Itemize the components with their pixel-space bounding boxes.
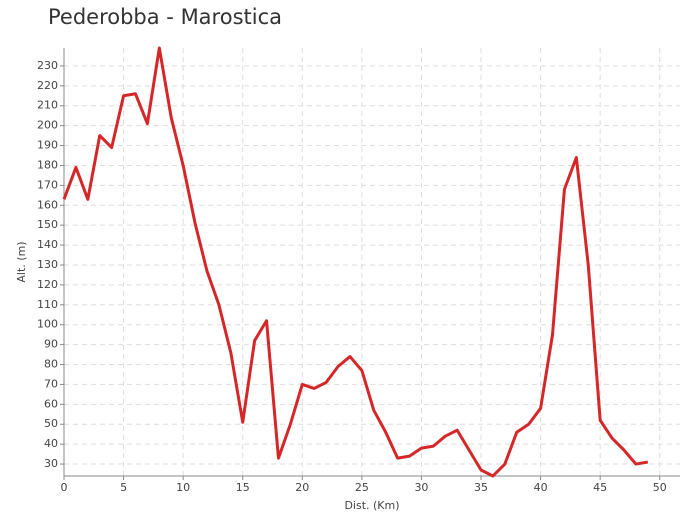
- y-tick-label: 80: [44, 358, 58, 371]
- y-tick-label: 120: [37, 278, 58, 291]
- y-tick-label: 110: [37, 298, 58, 311]
- y-tick-label: 170: [37, 178, 58, 191]
- x-tick-label: 30: [414, 481, 428, 494]
- y-tick-label: 140: [37, 238, 58, 251]
- y-tick-label: 70: [44, 377, 58, 390]
- x-tick-label: 5: [120, 481, 127, 494]
- y-axis-label: Alt. (m): [15, 241, 28, 282]
- x-tick-label: 15: [236, 481, 250, 494]
- y-tick-label: 180: [37, 158, 58, 171]
- y-tick-label: 100: [37, 318, 58, 331]
- x-tick-label: 45: [593, 481, 607, 494]
- y-tick-label: 230: [37, 59, 58, 72]
- x-tick-label: 50: [653, 481, 667, 494]
- x-tick-label: 40: [534, 481, 548, 494]
- x-tick-label: 10: [176, 481, 190, 494]
- y-tick-label: 30: [44, 457, 58, 470]
- x-tick-label: 20: [295, 481, 309, 494]
- y-tick-label: 220: [37, 79, 58, 92]
- y-tick-label: 150: [37, 218, 58, 231]
- x-tick-label: 0: [61, 481, 68, 494]
- line: [62, 46, 649, 478]
- y-tick-label: 160: [37, 198, 58, 211]
- x-tick-label: 25: [355, 481, 369, 494]
- y-tick-label: 200: [37, 119, 58, 132]
- chart-title: Pederobba - Marostica: [48, 5, 282, 29]
- y-tick-label: 190: [37, 139, 58, 152]
- y-tick-label: 90: [44, 338, 58, 351]
- x-tick-label: 35: [474, 481, 488, 494]
- y-tick-label: 60: [44, 397, 58, 410]
- y-tick-label: 40: [44, 437, 58, 450]
- y-tick-label: 130: [37, 258, 58, 271]
- y-tick-label: 50: [44, 417, 58, 430]
- y-tick-label: 210: [37, 99, 58, 112]
- x-axis-label: Dist. (Km): [344, 499, 399, 512]
